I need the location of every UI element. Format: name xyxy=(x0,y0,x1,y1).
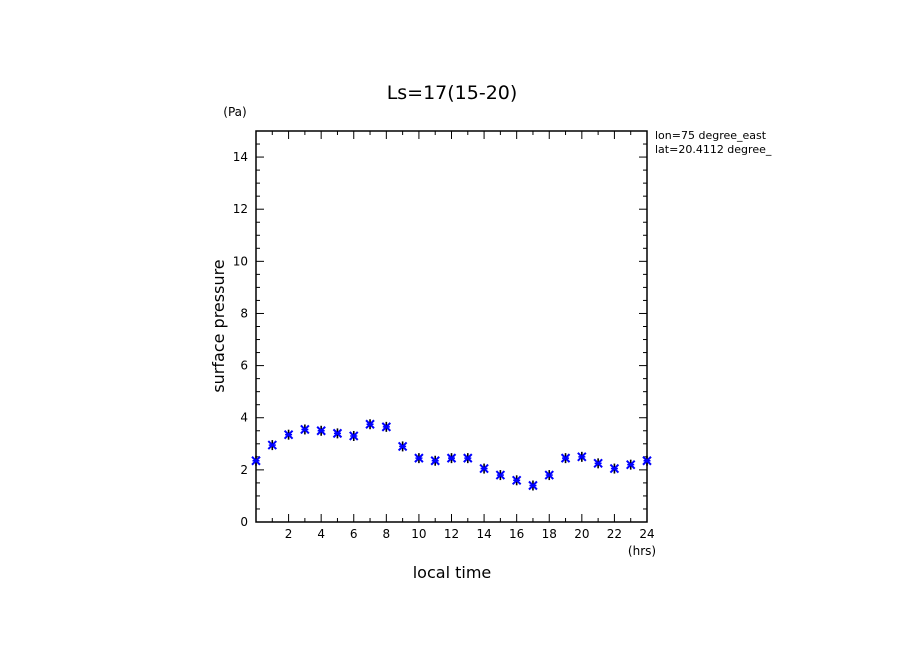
x-tick-label: 12 xyxy=(444,527,459,541)
data-point xyxy=(381,421,392,432)
x-tick-label: 20 xyxy=(574,527,589,541)
data-point xyxy=(560,453,571,464)
x-tick-label: 10 xyxy=(411,527,426,541)
data-point xyxy=(365,419,375,430)
data-point xyxy=(430,455,440,466)
data-point xyxy=(332,428,343,439)
y-tick-label: 4 xyxy=(240,411,248,425)
x-axis-label: local time xyxy=(413,563,492,582)
data-point xyxy=(609,463,620,474)
x-tick-label: 8 xyxy=(383,527,391,541)
annotation-lon: lon=75 degree_east xyxy=(655,129,767,142)
y-unit-label: (Pa) xyxy=(223,105,246,119)
y-tick-label: 10 xyxy=(233,254,248,268)
x-tick-label: 14 xyxy=(476,527,491,541)
x-tick-label: 22 xyxy=(607,527,622,541)
data-point xyxy=(316,425,326,436)
y-tick-label: 6 xyxy=(240,359,248,373)
data-point xyxy=(544,470,554,481)
data-point xyxy=(349,430,359,441)
y-tick-label: 0 xyxy=(240,515,248,529)
data-points xyxy=(251,419,652,491)
y-tick-label: 12 xyxy=(233,202,248,216)
y-tick-label: 8 xyxy=(240,306,248,320)
annotation-lat: lat=20.4112 degree_ xyxy=(655,143,772,156)
x-tick-label: 2 xyxy=(285,527,293,541)
data-point xyxy=(479,463,489,474)
data-point xyxy=(414,453,424,464)
plot-frame xyxy=(255,130,648,523)
data-point xyxy=(283,429,294,440)
x-tick-label: 16 xyxy=(509,527,524,541)
data-point xyxy=(593,458,603,469)
x-tick-label: 18 xyxy=(542,527,557,541)
data-point xyxy=(495,470,506,481)
data-point xyxy=(511,475,522,486)
data-point xyxy=(300,424,310,435)
axis-ticks xyxy=(255,130,648,523)
data-point xyxy=(626,459,636,470)
data-point xyxy=(463,453,473,464)
x-tick-label: 24 xyxy=(639,527,654,541)
chart-title: Ls=17(15-20) xyxy=(387,82,518,104)
data-point xyxy=(397,441,408,452)
x-tick-label: 6 xyxy=(350,527,358,541)
x-tick-label: 4 xyxy=(317,527,325,541)
x-unit-label: (hrs) xyxy=(628,544,656,558)
data-point xyxy=(528,480,538,491)
y-axis-label: surface pressure xyxy=(209,259,228,392)
data-point xyxy=(446,453,457,464)
data-point xyxy=(642,455,652,466)
data-point xyxy=(267,440,277,451)
y-tick-label: 14 xyxy=(233,150,248,164)
data-point xyxy=(577,451,587,462)
data-point xyxy=(251,455,261,466)
y-tick-label: 2 xyxy=(240,463,248,477)
